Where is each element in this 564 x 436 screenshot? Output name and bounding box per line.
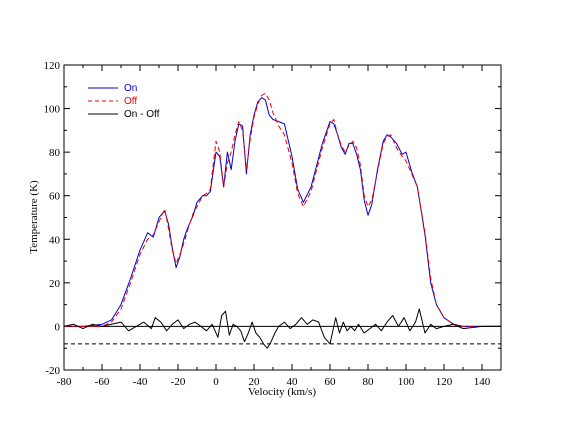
legend-label-off: Off xyxy=(124,96,137,107)
y-tick-label: -20 xyxy=(45,365,60,377)
x-tick-label: -80 xyxy=(57,376,72,388)
x-tick-label: 120 xyxy=(436,376,453,388)
x-tick-label: 80 xyxy=(363,376,375,388)
series-layer xyxy=(63,92,501,349)
x-tick-label: -20 xyxy=(171,376,186,388)
x-tick-label: 40 xyxy=(287,376,299,388)
y-axis-title: Temperature (K) xyxy=(28,180,40,254)
legend-label-diff: On - Off xyxy=(124,109,160,120)
x-tick-label: -40 xyxy=(133,376,148,388)
y-tick-label: 40 xyxy=(49,234,61,246)
series-difference-line xyxy=(63,308,501,349)
y-tick-label: 120 xyxy=(44,60,61,72)
y-tick-label: 80 xyxy=(49,147,61,159)
series-off-line xyxy=(64,92,501,327)
tick-labels: -80 -60 -40 -20 0 20 40 60 80 100 120 140 -20 0 20 40 60… xyxy=(44,60,491,388)
x-axis-title: Velocity (km/s) xyxy=(248,386,316,398)
series-on-line xyxy=(64,97,501,327)
x-tick-label: 0 xyxy=(213,376,219,388)
y-tick-label: 0 xyxy=(55,321,61,333)
legend-label-on: On xyxy=(124,83,137,94)
y-tick-label: 60 xyxy=(49,191,61,203)
x-tick-label: 60 xyxy=(325,376,337,388)
y-tick-label: 100 xyxy=(44,104,61,116)
y-tick-label: 20 xyxy=(49,278,61,290)
reference-lines xyxy=(64,325,501,345)
x-tick-label: 140 xyxy=(474,376,491,388)
axis-ticks xyxy=(63,64,501,371)
legend: On Off On - Off xyxy=(88,83,160,120)
x-tick-label: 20 xyxy=(249,376,261,388)
x-tick-label: -60 xyxy=(95,376,110,388)
x-tick-label: 100 xyxy=(398,376,415,388)
